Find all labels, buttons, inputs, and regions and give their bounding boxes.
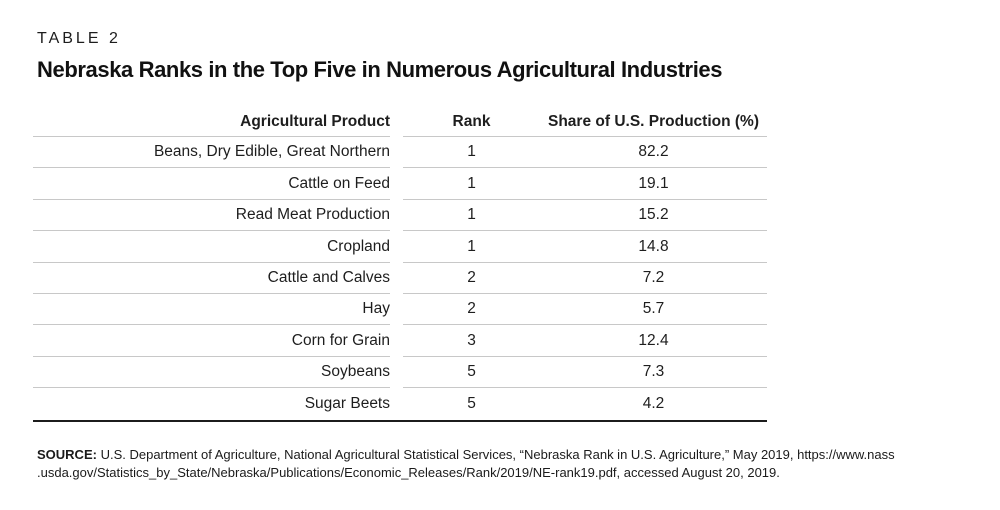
rank-cell: 1: [467, 237, 476, 255]
table-row: Beans, Dry Edible, Great Northern 1 82.2: [33, 137, 767, 169]
share-cell: 19.1: [638, 174, 669, 192]
product-cell: Soybeans: [321, 363, 390, 381]
column-header-product: Agricultural Product: [240, 112, 390, 130]
rank-cell: 5: [467, 363, 476, 381]
product-cell: Corn for Grain: [291, 331, 390, 349]
table-row: Sugar Beets 5 4.2: [33, 388, 767, 419]
rank-cell: 1: [467, 174, 476, 192]
table-row: Soybeans 5 7.3: [33, 357, 767, 389]
source-note: SOURCE: U.S. Department of Agriculture, …: [37, 446, 965, 483]
share-cell: 15.2: [638, 206, 669, 224]
rank-cell: 1: [467, 143, 476, 161]
table-row: Cattle on Feed 1 19.1: [33, 168, 767, 200]
source-line-1: SOURCE: U.S. Department of Agriculture, …: [37, 446, 895, 462]
product-cell: Read Meat Production: [235, 206, 390, 224]
rank-cell: 1: [467, 206, 476, 224]
rank-cell: 3: [467, 331, 476, 349]
share-cell: 82.2: [638, 143, 669, 161]
product-cell: Sugar Beets: [304, 395, 390, 413]
product-cell: Cropland: [327, 237, 390, 255]
share-cell: 14.8: [638, 237, 669, 255]
rank-cell: 5: [467, 395, 476, 413]
agricultural-ranks-table: Agricultural Product Rank Share of U.S. …: [33, 107, 767, 422]
product-cell: Hay: [362, 300, 390, 318]
product-cell: Cattle on Feed: [288, 174, 390, 192]
rank-cell: 2: [467, 300, 476, 318]
product-cell: Cattle and Calves: [267, 269, 390, 286]
column-header-share: Share of U.S. Production (%): [548, 112, 759, 130]
table-figure: TABLE 2 Nebraska Ranks in the Top Five i…: [33, 30, 965, 483]
table-row: Cropland 1 14.8: [33, 231, 767, 263]
table-row: Cattle and Calves 2 7.2: [33, 263, 767, 294]
table-number-label: TABLE 2: [37, 30, 121, 47]
share-cell: 7.3: [642, 363, 665, 381]
product-cell: Beans, Dry Edible, Great Northern: [153, 143, 390, 161]
column-divider-gap: [390, 107, 403, 137]
share-cell: 5.7: [642, 300, 665, 318]
table-header-row: Agricultural Product Rank Share of U.S. …: [33, 107, 767, 137]
table-title: Nebraska Ranks in the Top Five in Numero…: [37, 57, 723, 82]
table-row: Read Meat Production 1 15.2: [33, 200, 767, 232]
share-cell: 12.4: [638, 331, 669, 349]
table-row: Corn for Grain 3 12.4: [33, 325, 767, 357]
source-label: SOURCE:: [37, 446, 97, 462]
share-cell: 4.2: [642, 395, 665, 413]
source-line-2: .usda.gov/Statistics_by_State/Nebraska/P…: [37, 465, 780, 481]
rank-cell: 2: [467, 269, 476, 286]
table-row: Hay 2 5.7: [33, 294, 767, 326]
share-cell: 7.2: [642, 269, 665, 286]
column-header-rank: Rank: [452, 112, 491, 130]
